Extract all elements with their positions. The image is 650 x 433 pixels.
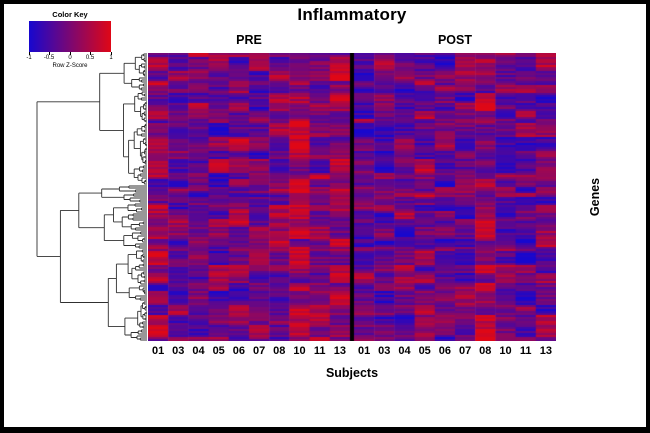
color-key-title: Color Key xyxy=(52,10,88,19)
x-tick-label: 01 xyxy=(357,345,371,357)
color-key-gradient xyxy=(29,21,111,52)
x-tick-label: 01 xyxy=(151,345,165,357)
x-tick-label: 13 xyxy=(333,345,347,357)
x-tick-label: 06 xyxy=(232,345,246,357)
x-tick-label: 13 xyxy=(539,345,553,357)
group-label-pre: PRE xyxy=(236,33,262,47)
x-tick-label: 08 xyxy=(479,345,492,357)
x-tick-label: 07 xyxy=(252,345,266,357)
x-tick-label: 06 xyxy=(438,345,452,357)
x-tick-labels: 01 03 04 05 06 07 08 10 11 13 01 03 04 05 06 07 08 10 11 13 xyxy=(4,345,646,358)
color-key-tick-label: 1 xyxy=(109,55,113,61)
color-key-tick xyxy=(70,52,71,55)
y-axis-title-text: Genes xyxy=(588,177,602,217)
x-tick-label: 04 xyxy=(398,345,411,357)
color-key: Color Key -1 -0.5 0 0.5 1 Row Z-Score xyxy=(25,10,115,72)
x-tick-label: 05 xyxy=(418,345,431,357)
x-tick-label: 03 xyxy=(172,345,185,357)
color-key-tick-label: -0.5 xyxy=(43,55,55,61)
color-key-axis-label: Row Z-Score xyxy=(52,63,88,69)
x-tick-label: 11 xyxy=(313,345,326,357)
color-key-tick-label: 0 xyxy=(68,55,72,61)
x-tick-label: 04 xyxy=(192,345,205,357)
x-tick-label: 10 xyxy=(293,345,306,357)
color-key-tick-label: 0.5 xyxy=(85,55,95,61)
page-title: Inflammatory xyxy=(297,5,407,24)
x-axis-title: Subjects xyxy=(325,366,379,380)
color-key-tick xyxy=(29,52,30,55)
x-tick-label: 08 xyxy=(273,345,286,357)
x-tick-label: 05 xyxy=(212,345,225,357)
y-axis-title: Genes xyxy=(580,53,610,341)
x-tick-label: 07 xyxy=(458,345,472,357)
x-tick-label: 10 xyxy=(499,345,512,357)
color-key-tick xyxy=(90,52,91,55)
color-key-tick xyxy=(49,52,50,55)
x-tick-label: 11 xyxy=(519,345,532,357)
x-tick-label: 03 xyxy=(378,345,391,357)
group-label-post: POST xyxy=(437,33,473,47)
row-dendrogram xyxy=(36,53,147,341)
color-key-tick xyxy=(111,52,112,55)
color-key-tick-label: -1 xyxy=(26,55,32,61)
heatmap xyxy=(148,53,556,341)
